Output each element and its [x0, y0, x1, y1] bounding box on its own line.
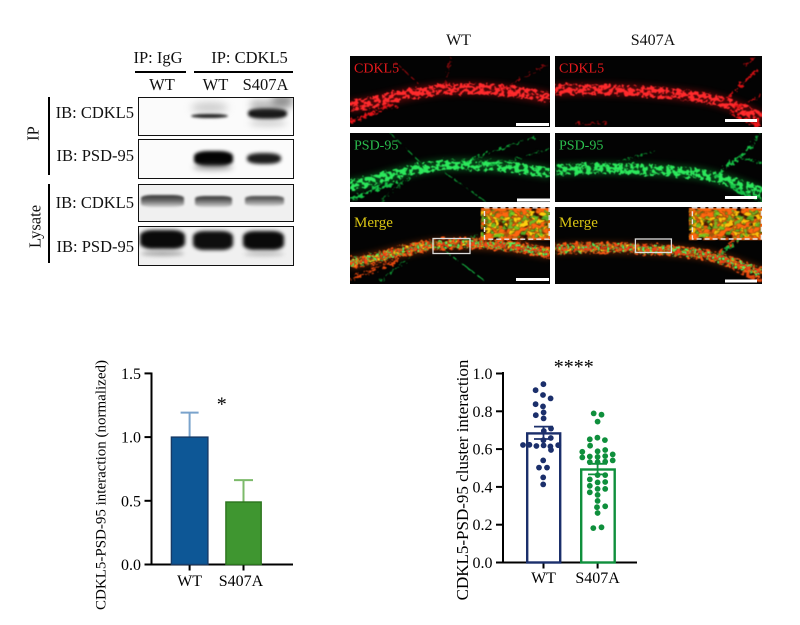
svg-text:WT: WT	[177, 573, 202, 590]
svg-text:Merge: Merge	[354, 215, 393, 231]
svg-text:1.0: 1.0	[121, 430, 141, 447]
svg-text:0.2: 0.2	[473, 517, 493, 534]
svg-text:0.8: 0.8	[473, 404, 493, 421]
svg-text:CDKL5: CDKL5	[559, 62, 604, 77]
svg-text:0.4: 0.4	[473, 479, 493, 496]
svg-text:PSD-95: PSD-95	[354, 139, 398, 154]
svg-text:0.5: 0.5	[121, 493, 141, 510]
svg-text:CDKL5: CDKL5	[354, 62, 399, 77]
svg-text:CDKL5-PSD-95 cluster interacti: CDKL5-PSD-95 cluster interaction	[453, 359, 472, 600]
svg-text:0.6: 0.6	[473, 442, 493, 459]
svg-text:0.0: 0.0	[473, 555, 493, 572]
svg-text:S407A: S407A	[575, 570, 620, 587]
svg-text:WT: WT	[531, 570, 556, 587]
svg-text:CDKL5-PSD-95 interaction (norm: CDKL5-PSD-95 interaction (normalized)	[94, 360, 110, 610]
svg-text:Merge: Merge	[559, 215, 598, 231]
svg-text:****: ****	[554, 356, 594, 378]
svg-text:0.0: 0.0	[121, 557, 141, 574]
svg-text:*: *	[217, 394, 227, 416]
svg-text:1.5: 1.5	[121, 366, 141, 383]
svg-text:S407A: S407A	[219, 573, 264, 590]
svg-text:1.0: 1.0	[473, 366, 493, 383]
svg-text:PSD-95: PSD-95	[559, 139, 603, 154]
